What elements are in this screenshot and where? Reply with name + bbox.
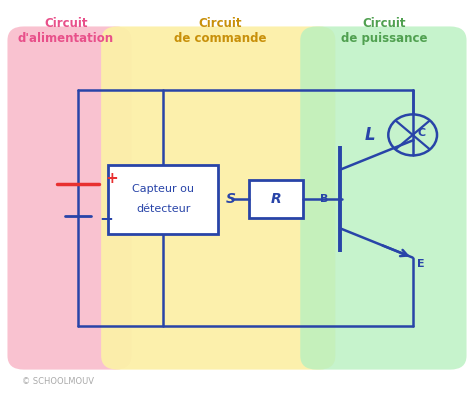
Text: L: L: [364, 126, 375, 144]
FancyBboxPatch shape: [101, 26, 336, 370]
Text: © SCHOOLMOUV: © SCHOOLMOUV: [21, 377, 93, 386]
Text: R: R: [270, 192, 281, 206]
Text: B: B: [320, 194, 328, 204]
Text: −: −: [99, 209, 113, 227]
Text: +: +: [106, 171, 118, 186]
Text: détecteur: détecteur: [136, 204, 191, 214]
Text: S: S: [225, 192, 235, 206]
Text: Circuit
d'alimentation: Circuit d'alimentation: [18, 16, 114, 44]
Text: Capteur ou: Capteur ou: [132, 184, 194, 194]
FancyBboxPatch shape: [8, 26, 132, 370]
Text: C: C: [417, 128, 426, 138]
Text: Circuit
de commande: Circuit de commande: [174, 16, 267, 44]
FancyBboxPatch shape: [249, 180, 302, 218]
Text: Circuit
de puissance: Circuit de puissance: [341, 16, 428, 44]
Text: E: E: [417, 258, 425, 268]
FancyBboxPatch shape: [108, 164, 218, 234]
FancyBboxPatch shape: [300, 26, 466, 370]
